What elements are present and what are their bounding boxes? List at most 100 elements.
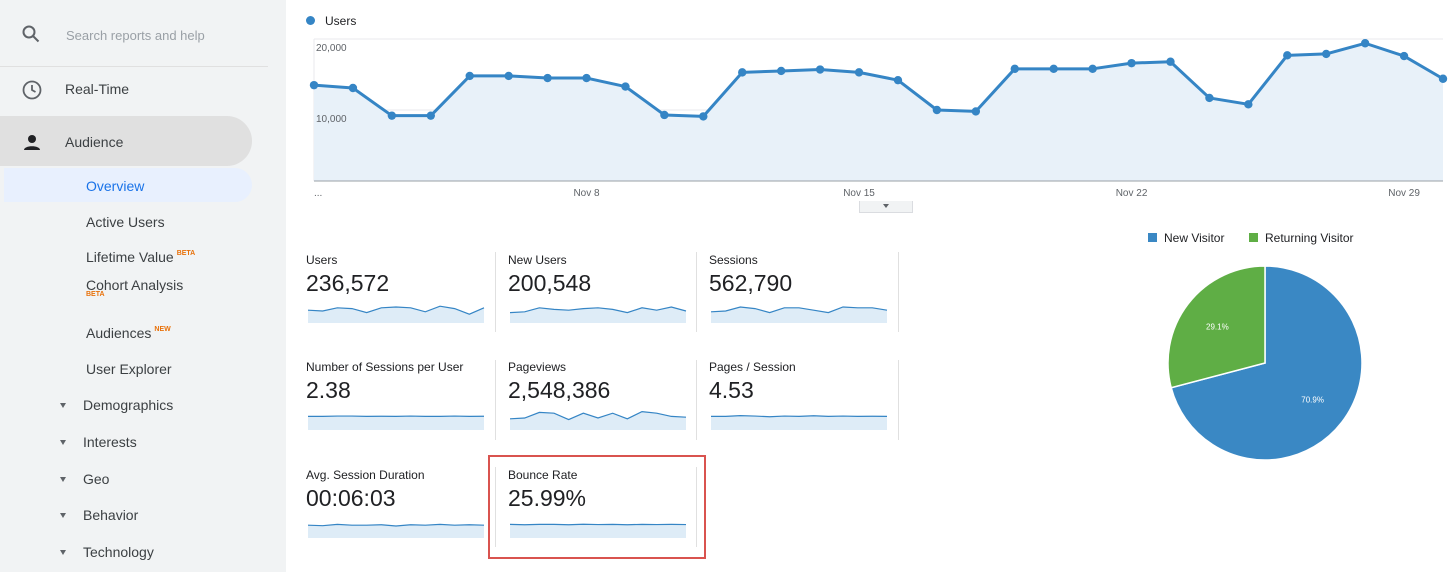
visitor-pie-chart[interactable]: 70.9% 29.1%	[1155, 255, 1375, 475]
expand-arrow-icon	[60, 403, 66, 408]
search-icon[interactable]	[22, 25, 40, 48]
person-icon	[22, 133, 42, 158]
data-point[interactable]	[660, 110, 669, 120]
tile-divider	[495, 467, 496, 547]
x-tick-label: ...	[314, 188, 322, 199]
metric-sparkline	[711, 414, 888, 430]
data-point[interactable]	[1049, 64, 1058, 74]
data-point[interactable]	[893, 75, 903, 85]
sidebar-item-audience[interactable]	[0, 116, 252, 166]
sidebar-subitem-audiences[interactable]: Audiences NEW	[86, 325, 171, 341]
data-point[interactable]	[621, 82, 630, 91]
data-point[interactable]	[1283, 51, 1292, 60]
data-point[interactable]	[1438, 74, 1448, 83]
metric-sparkline	[308, 523, 485, 538]
metric-tile-sessions[interactable]: Sessions 562,790	[709, 253, 899, 341]
metric-title: New Users	[508, 253, 567, 267]
chart-collapse-toggle[interactable]	[859, 201, 913, 213]
data-point[interactable]	[699, 112, 708, 121]
y-tick-label: 10,000	[316, 114, 347, 125]
data-point[interactable]	[932, 105, 942, 115]
data-point[interactable]	[465, 71, 474, 81]
data-point[interactable]	[854, 68, 864, 77]
metric-tile-pageviews[interactable]: Pageviews 2,548,386	[508, 360, 698, 448]
users-line-chart[interactable]: 20,000 10,000... Nov 8 Nov 15 Nov 22 Nov 29	[0, 0, 1452, 210]
metric-title: Pages / Session	[709, 360, 796, 374]
metric-title: Avg. Session Duration	[306, 468, 425, 482]
tile-divider	[696, 467, 697, 547]
sparkline-line	[308, 305, 485, 315]
sidebar-subitem-active-users[interactable]: Active Users	[86, 214, 165, 230]
metric-tile-avg-session-duration[interactable]: Avg. Session Duration 00:06:03	[306, 468, 496, 556]
data-point[interactable]	[1244, 100, 1253, 109]
data-point[interactable]	[738, 68, 747, 77]
series-line-users	[313, 41, 1444, 118]
data-point[interactable]	[543, 73, 552, 83]
sidebar-subitem-behavior[interactable]: Behavior	[60, 507, 138, 523]
legend-label: Returning Visitor	[1265, 231, 1354, 245]
sparkline-area	[308, 306, 484, 323]
area-fill	[314, 43, 1443, 182]
metric-value: 2.38	[306, 377, 351, 403]
data-point[interactable]	[1166, 57, 1175, 66]
tile-divider	[696, 360, 697, 440]
data-point[interactable]	[1322, 49, 1331, 59]
sparkline-area	[510, 411, 686, 430]
sidebar-subitem-lifetime-value[interactable]: Lifetime Value BETA	[86, 249, 195, 265]
pie-slice-returning-visitor[interactable]	[1167, 265, 1266, 389]
sparkline-area	[510, 524, 686, 538]
sidebar-item-label: Technology	[83, 544, 154, 560]
expand-arrow-icon	[60, 550, 66, 555]
metric-value: 200,548	[508, 270, 592, 296]
data-point[interactable]	[504, 71, 513, 81]
metric-tile-users[interactable]: Users 236,572	[306, 253, 496, 341]
metric-tile-bounce-rate[interactable]: Bounce Rate 25.99%	[508, 468, 698, 556]
data-point[interactable]	[815, 65, 825, 74]
sidebar-subitem-cohort-analysis[interactable]: Cohort Analysis BETA	[86, 277, 183, 299]
sidebar-subitem-technology[interactable]: Technology	[60, 544, 154, 560]
bounce-rate-highlight-box	[488, 455, 706, 559]
data-point[interactable]	[387, 111, 397, 120]
data-point[interactable]	[1010, 64, 1019, 74]
sparkline-line	[308, 523, 485, 527]
beta-badge: BETA	[86, 291, 105, 298]
data-point[interactable]	[1127, 58, 1136, 68]
metric-value: 236,572	[306, 270, 390, 296]
metric-sparkline	[510, 523, 687, 538]
sidebar-subitem-overview[interactable]: Overview	[86, 178, 145, 194]
metric-tile-number-of-sessions-per-user[interactable]: Number of Sessions per User 2.38	[306, 360, 496, 448]
metric-tile-pages-session[interactable]: Pages / Session 4.53	[709, 360, 899, 448]
data-point[interactable]	[309, 80, 319, 90]
pie-slice-new-visitor[interactable]	[1170, 265, 1363, 461]
tile-divider	[898, 360, 899, 440]
sidebar-item-overview[interactable]	[4, 168, 252, 202]
sidebar-subitem-user-explorer[interactable]: User Explorer	[86, 361, 172, 377]
data-point[interactable]	[348, 83, 358, 93]
data-point[interactable]	[426, 111, 435, 120]
sidebar-item-realtime[interactable]: Real-Time	[0, 70, 268, 110]
sidebar-item-label: Behavior	[83, 507, 139, 523]
sparkline-line	[510, 306, 687, 314]
data-point[interactable]	[1205, 93, 1214, 103]
x-tick-label: Nov 8	[573, 188, 600, 199]
data-point[interactable]	[971, 107, 981, 116]
data-point[interactable]	[776, 66, 786, 76]
data-point[interactable]	[1360, 39, 1370, 48]
sidebar-item-label: Lifetime Value	[86, 249, 174, 265]
search-input[interactable]	[66, 22, 256, 48]
tile-divider	[696, 252, 697, 332]
sidebar-subitem-geo[interactable]: Geo	[60, 471, 109, 487]
sidebar-item-audience-row[interactable]: Audience	[0, 123, 268, 163]
metric-tile-new-users[interactable]: New Users 200,548	[508, 253, 698, 341]
data-point[interactable]	[1399, 51, 1409, 61]
sidebar-subitem-interests[interactable]: Interests	[60, 434, 137, 450]
sparkline-line	[711, 414, 888, 418]
data-point[interactable]	[582, 73, 591, 83]
data-point[interactable]	[1088, 64, 1097, 74]
pie-slice-label: 29.1%	[1206, 322, 1229, 331]
metric-sparkline	[510, 306, 687, 323]
sidebar-item-label: Geo	[83, 471, 110, 487]
sidebar-subitem-demographics[interactable]: Demographics	[60, 397, 173, 413]
sidebar-item-label: Interests	[83, 434, 137, 450]
metric-value: 00:06:03	[306, 485, 396, 511]
